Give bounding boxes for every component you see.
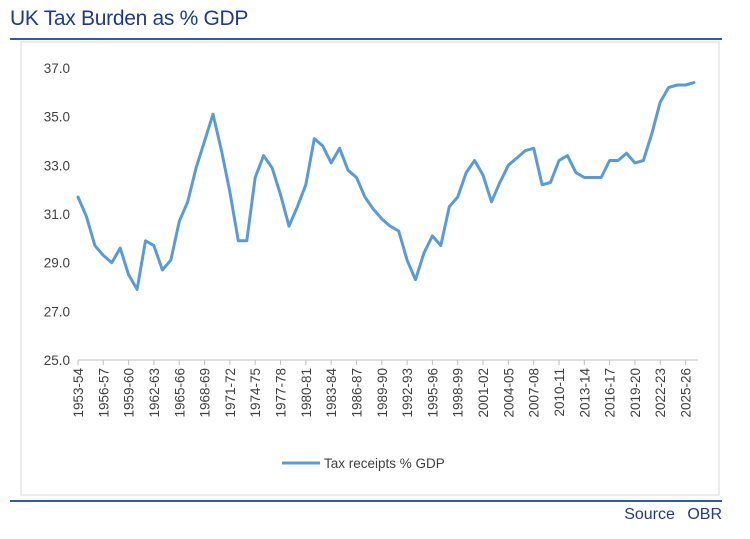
x-tick-label: 1986-87 [349, 368, 364, 418]
legend-label: Tax receipts % GDP [324, 456, 445, 471]
x-tick-label: 1971-72 [223, 368, 238, 418]
y-tick-label: 25.0 [44, 353, 70, 368]
x-tick-label: 1962-63 [147, 368, 162, 418]
series-layer [76, 81, 696, 291]
x-tick-label: 1953-54 [71, 368, 86, 418]
chart-area-border [20, 41, 720, 496]
x-tick-label: 2013-14 [577, 368, 592, 418]
x-tick-label: 1977-78 [274, 368, 289, 418]
x-tick-label: 2019-20 [628, 368, 643, 418]
x-tick-label: 1998-99 [451, 368, 466, 418]
x-tick-label: 1959-60 [122, 368, 137, 418]
source-note: Source OBR [624, 506, 722, 523]
x-axis: 1953-54 1956-57 1959-60 1962-63 1965-66 1968-… [71, 359, 698, 418]
y-axis: 25.0 27.0 29.0 31.0 33.0 35.0 37.0 [44, 61, 70, 368]
bottom-divider [10, 500, 722, 502]
x-tick-label: 1968-69 [198, 368, 213, 418]
chart-title: UK Tax Burden as % GDP [10, 7, 249, 30]
x-tick-label: 2007-08 [527, 368, 542, 418]
x-tick-label: 2001-02 [476, 368, 491, 418]
y-tick-label: 35.0 [44, 110, 70, 125]
x-tick-label: 2025-26 [679, 368, 694, 418]
y-tick-label: 27.0 [44, 304, 70, 319]
series-line-tax-receipts [76, 81, 696, 291]
y-tick-label: 37.0 [44, 61, 70, 76]
x-tick-label: 2022-23 [653, 368, 668, 418]
x-tick-label: 1980-81 [299, 368, 314, 418]
x-tick-label: 1974-75 [248, 368, 263, 418]
x-tick-label: 2010-11 [552, 368, 567, 417]
line-chart: 25.0 27.0 29.0 31.0 33.0 35.0 37.0 1953-54 1956… [20, 41, 720, 496]
x-tick-label: 1965-66 [172, 368, 187, 418]
y-tick-label: 29.0 [44, 256, 70, 271]
x-tick-label: 1989-90 [375, 368, 390, 418]
x-tick-label: 1983-84 [324, 368, 339, 418]
x-tick-label: 1992-93 [400, 368, 415, 418]
y-tick-label: 31.0 [44, 207, 70, 222]
y-tick-label: 33.0 [44, 158, 70, 173]
top-divider [10, 38, 722, 40]
x-tick-label: 1995-96 [425, 368, 440, 418]
x-tick-label: 2004-05 [501, 368, 516, 418]
x-tick-label: 1956-57 [96, 368, 111, 418]
legend: Tax receipts % GDP [282, 456, 445, 471]
x-tick-label: 2016-17 [603, 368, 618, 418]
